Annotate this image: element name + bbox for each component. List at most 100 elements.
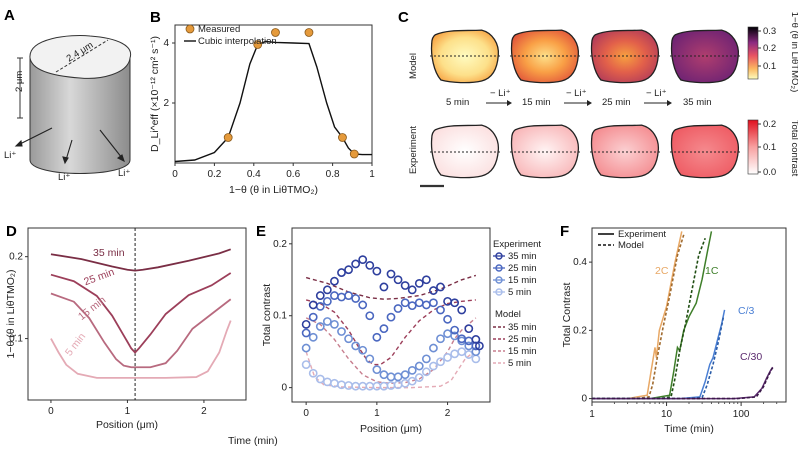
f-ytick-label: 0.2 (573, 325, 587, 336)
e-experiment-point (400, 281, 410, 290)
e-experiment-point (322, 377, 332, 387)
e-experiment-point (457, 305, 467, 315)
exp-colorbar-tick-02: 0.2 (763, 119, 776, 130)
e-experiment-point (301, 319, 311, 329)
f-exp-line-1C (592, 231, 713, 400)
e-experiment-point (322, 285, 332, 295)
e-experiment-point (322, 317, 332, 326)
e-experiment-point (429, 361, 438, 371)
e-legend-exp-label: 25 min (508, 263, 537, 274)
e-experiment-point (337, 268, 346, 277)
e-experiment-point (429, 286, 438, 295)
e-xtick-label: 0 (303, 408, 309, 419)
b-measured-point (271, 28, 280, 37)
e-legend-exp-label: 35 min (508, 251, 537, 262)
e-experiment-point (351, 294, 361, 303)
panel-d-letter: D (6, 223, 17, 240)
e-experiment-point (330, 319, 339, 329)
b-measured-point (223, 133, 233, 142)
f-ytick-label: 0 (581, 394, 587, 405)
b-legend-marker-measured (185, 24, 195, 34)
b-xtick-label: 0.4 (247, 169, 261, 180)
e-experiment-point (337, 327, 346, 336)
panel-a-letter: A (4, 7, 15, 24)
e-model-line-2 (305, 317, 477, 385)
e-experiment-point (436, 334, 445, 344)
model-particle-5min (430, 29, 500, 84)
f-ylabel: Total Contrast (561, 283, 573, 348)
d-series-line-1 (50, 272, 232, 354)
cylinder-top (29, 35, 132, 79)
d-ytick-label: 0.1 (9, 334, 23, 345)
e-ytick-label: 0.1 (273, 311, 287, 322)
e-experiment-point (421, 300, 431, 310)
e-experiment-point (308, 312, 318, 322)
delithiation-arrows: − Li⁺ − Li⁺ − Li⁺ (486, 88, 672, 106)
e-experiment-point (436, 357, 445, 367)
li-ion-label-left: Li⁺ (4, 150, 16, 161)
b-xtick-label: 0.6 (286, 169, 300, 180)
e-legend-exp-marker (495, 264, 503, 272)
e-experiment-point (450, 325, 460, 335)
b-measured-point (349, 149, 359, 159)
e-model-line-1 (305, 299, 476, 366)
panel-d-time-axis-label: Time (min) (228, 435, 278, 447)
b-plot-frame (174, 24, 373, 164)
e-experiment-point (315, 322, 325, 331)
e-experiment-point (351, 259, 361, 269)
panel-f-chart: F 1 10 100 0 0.2 0.4 Time (min) Total Contrast 2… (560, 223, 787, 435)
e-experiment-point (365, 311, 375, 321)
f-xtick-label: 100 (733, 409, 750, 420)
height-label: 2 μm (14, 71, 25, 92)
e-xlabel: Position (μm) (360, 423, 422, 435)
f-xtick-label: 10 (661, 409, 673, 420)
e-experiment-point (436, 282, 445, 292)
e-experiment-point (344, 334, 353, 344)
e-experiment-point (372, 266, 382, 276)
f-model-line-C/30 (592, 365, 775, 400)
model-particle-15min (510, 29, 580, 84)
e-experiment-point (365, 354, 375, 364)
f-xlabel: Time (min) (664, 423, 714, 435)
e-legend-exp-marker (495, 276, 503, 284)
e-legend-model-label: 15 min (508, 346, 537, 357)
e-experiment-point (322, 296, 332, 306)
e-experiment-point (464, 324, 474, 334)
li-ion-label-center: Li⁺ (58, 172, 70, 183)
model-colorbar-tick-02: 0.2 (763, 43, 776, 54)
arrow-label-2: − Li⁺ (566, 88, 587, 99)
b-measured-point (304, 28, 314, 37)
e-experiment-point (429, 298, 438, 308)
e-experiment-point (443, 353, 452, 362)
e-experiment-point (457, 347, 467, 357)
b-measured-point (253, 40, 263, 49)
d-xlabel: Position (μm) (96, 419, 158, 431)
experiment-particle-35min (670, 124, 740, 179)
e-experiment-point (414, 298, 424, 308)
panel-a: A 2.4 μm 2 μm Li⁺ Li⁺ Li⁺ (4, 7, 132, 183)
b-legend-label-interp: Cubic interpolation (198, 36, 277, 47)
e-experiment-point (379, 282, 389, 292)
panel-f-letter: F (560, 223, 569, 240)
e-ytick-label: 0.2 (273, 239, 287, 250)
d-xtick-label: 1 (125, 406, 131, 417)
e-experiment-point (474, 341, 484, 351)
d-series-line-0 (50, 248, 232, 272)
row-label-experiment: Experiment (408, 126, 419, 174)
e-experiment-point (421, 367, 431, 377)
b-xtick-label: 0 (172, 169, 178, 180)
e-experiment-point (407, 301, 417, 311)
e-experiment-point (330, 276, 339, 286)
e-experiment-point (414, 278, 424, 288)
d-plot-frame (27, 227, 247, 401)
e-experiment-point (407, 365, 417, 375)
e-experiment-point (393, 372, 403, 382)
e-experiment-point (386, 312, 396, 322)
f-ytick-label: 0.4 (573, 257, 587, 268)
e-experiment-point (308, 332, 318, 342)
e-experiment-point (358, 381, 368, 391)
d-series-line-3 (50, 320, 232, 379)
e-experiment-point (301, 343, 311, 353)
e-legend-model-title: Model (495, 309, 521, 320)
e-experiment-point (414, 373, 424, 382)
